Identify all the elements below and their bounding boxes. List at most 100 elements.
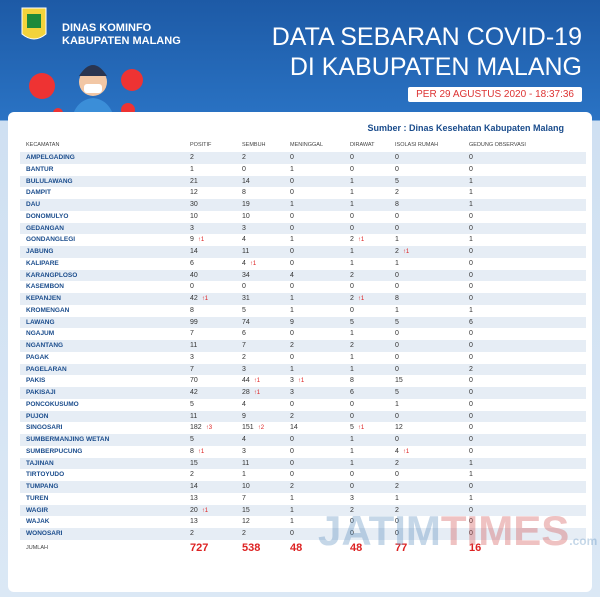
table-row: NGAJUM 7 6 0 1 0 0 — [20, 328, 586, 340]
cell-value: 20 — [190, 506, 198, 514]
table-row: DAMPIT 12 8 0 1 2 1 — [20, 187, 586, 199]
cell: 1 — [350, 177, 354, 185]
cell: 3 — [242, 447, 246, 455]
table-row: BANTUR 1 0 1 0 0 0 — [20, 163, 586, 176]
cell-value: 151 — [242, 424, 254, 432]
cell: LAWANG — [26, 318, 55, 326]
cell: JABUNG — [26, 248, 54, 255]
cell: 0 — [469, 353, 473, 361]
cell: 2 — [395, 506, 399, 514]
watermark: JATIMTIMES.com — [318, 507, 597, 555]
cell-value: 9 — [190, 236, 194, 244]
increase: ↑2 — [257, 425, 265, 432]
cell: 0 — [290, 530, 294, 537]
cell: 0 — [350, 400, 354, 408]
cell: 2 — [350, 271, 354, 279]
increase-value: 1 — [405, 249, 410, 255]
cell: 31 — [242, 295, 250, 302]
cell: 2 — [190, 154, 194, 161]
cell: 5 — [350, 318, 354, 326]
cell: BULULAWANG — [26, 177, 73, 185]
cell: KASEMBON — [26, 283, 64, 291]
column-header: KECAMATAN — [26, 142, 60, 148]
cell: 1 — [290, 494, 294, 502]
cell: TIRTOYUDO — [26, 471, 65, 479]
cell: 0 — [190, 283, 194, 291]
cell: 8 — [190, 306, 194, 314]
cell: 538 — [242, 541, 261, 554]
cell: WAGIR — [26, 506, 49, 514]
cell: 5 ↑1 — [350, 422, 364, 435]
title-line: DI KABUPATEN MALANG — [289, 53, 582, 81]
increase: ↑1 — [357, 237, 365, 244]
increase-value: 1 — [200, 237, 205, 244]
cell: 0 — [290, 248, 294, 255]
cell: 10 — [190, 212, 198, 220]
cell: 1 — [469, 459, 473, 467]
cell: 70 — [190, 377, 198, 385]
cell: TUMPANG — [26, 483, 59, 490]
cell: 4 — [290, 271, 294, 279]
cell-value: 3 — [290, 377, 294, 385]
increase-value: 1 — [204, 507, 209, 514]
cell: 11 — [242, 459, 250, 467]
table-row: JABUNG 14 11 0 1 2 ↑1 0 — [20, 246, 586, 258]
increase: ↑1 — [201, 507, 209, 514]
cell: PAKISAJI — [26, 389, 56, 396]
cell: 2 — [395, 189, 399, 197]
table-row: DAU 30 19 1 1 8 1 — [20, 199, 586, 211]
table-row: KEPANJEN 42 ↑1 31 1 2 ↑1 8 0 — [20, 293, 586, 305]
cell: 0 — [350, 306, 354, 314]
cell: 0 — [395, 342, 399, 349]
cell: 0 — [395, 212, 399, 220]
cell: KROMENGAN — [26, 306, 70, 314]
cell: 0 — [395, 353, 399, 361]
table-row: WAJAK 13 12 1 0 0 0 — [20, 516, 586, 528]
cell: 0 — [469, 436, 473, 443]
cell: 1 — [350, 353, 354, 361]
cell: 8 — [242, 189, 246, 197]
cell: 0 — [290, 259, 294, 267]
cell: 10 — [242, 212, 250, 220]
cell: KEPANJEN — [26, 295, 61, 302]
cell: 3 — [350, 494, 354, 502]
increase: ↑1 — [253, 378, 261, 385]
cell: 3 — [242, 224, 246, 232]
source: Sumber : Dinas Kesehatan Kabupaten Malan… — [367, 123, 564, 133]
cell: DONOMULYO — [26, 212, 69, 220]
table-row: PAGAK 3 2 0 1 0 0 — [20, 351, 586, 364]
cell: TUREN — [26, 494, 49, 502]
cell: 5 — [395, 389, 399, 396]
cell: 8 ↑1 — [190, 446, 204, 459]
cell: 1 — [395, 494, 399, 502]
cell: 0 — [242, 283, 246, 291]
cell: 14 — [190, 483, 198, 490]
cell: 0 — [469, 424, 473, 432]
cell: AMPELGADING — [26, 154, 75, 161]
cell: 1 — [350, 459, 354, 467]
cell: 7 — [190, 365, 194, 373]
cell: 0 — [469, 530, 473, 537]
cell: 2 — [350, 506, 354, 514]
cell: 20 ↑1 — [190, 505, 208, 518]
increase-value: 1 — [256, 390, 261, 396]
increase: ↑3 — [205, 425, 213, 432]
cell: 1 — [350, 447, 354, 455]
cell: 0 — [469, 447, 473, 455]
cell: 14 — [290, 424, 298, 432]
cell: 0 — [469, 483, 473, 490]
cell-value: 44 — [242, 377, 250, 385]
cell: 0 — [469, 212, 473, 220]
cell: 0 — [350, 530, 354, 537]
cell: DAMPIT — [26, 189, 51, 197]
cell: WAJAK — [26, 518, 50, 526]
cell: KARANGPLOSO — [26, 271, 78, 279]
table-row: SUMBERPUCUNG 8 ↑1 3 0 1 4 ↑1 0 — [20, 445, 586, 459]
cell: 0 — [469, 165, 473, 173]
cell: 1 — [290, 165, 294, 173]
increase-value: 1 — [200, 448, 205, 455]
cell: 1 — [290, 201, 294, 208]
cell: 7 — [242, 494, 246, 502]
cell: 0 — [469, 518, 473, 526]
cell: 182 ↑3 — [190, 422, 212, 435]
